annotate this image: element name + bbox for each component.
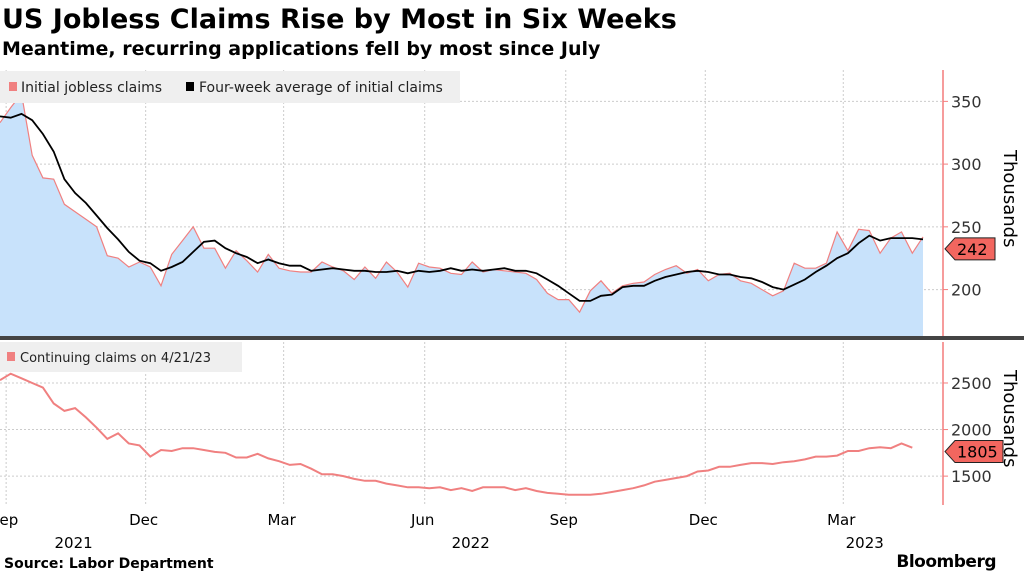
legend-swatch-continuing: [7, 352, 15, 361]
panel-divider: [0, 336, 1024, 340]
y-tick-label: 300: [951, 155, 982, 174]
last-value-continuing-bg: [944, 440, 1004, 464]
four-week-average-line: [0, 112, 924, 302]
x-year-label: 2023: [846, 534, 884, 552]
chart-title: US Jobless Claims Rise by Most in Six We…: [2, 4, 677, 35]
y-axis-label-bottom: Thousands: [999, 369, 1020, 467]
y-tick-label: 350: [951, 92, 982, 111]
legend-swatch-average: [186, 82, 194, 91]
bloomberg-logo: Bloomberg: [896, 552, 996, 572]
legend-label-average: Four-week average of initial claims: [199, 80, 443, 96]
initial-claims-line: [0, 92, 924, 314]
legend-swatch-initial: [9, 82, 17, 91]
y-tick-label: 250: [951, 218, 982, 237]
y-tick-label: 200: [951, 281, 982, 300]
x-tick-label: Sep: [0, 511, 18, 529]
chart-subtitle: Meantime, recurring applications fell by…: [2, 38, 601, 60]
y-tick-label: 2000: [951, 421, 992, 440]
x-year-label: 2021: [55, 534, 93, 552]
x-tick-label: Dec: [129, 511, 158, 529]
legend-bottom-bg: [0, 342, 242, 372]
last-value-initial: 242: [957, 240, 988, 259]
legend-label-continuing: Continuing claims on 4/21/23: [20, 351, 211, 366]
x-tick-label: Sep: [550, 511, 578, 529]
legend-top-bg: [0, 71, 460, 103]
source-note: Source: Labor Department: [4, 556, 214, 572]
last-value-continuing: 1805: [957, 443, 998, 462]
y-tick-label: 2500: [951, 374, 992, 393]
x-year-label: 2022: [452, 534, 490, 552]
continuing-claims-line: [0, 372, 913, 496]
last-value-initial-bg: [944, 237, 996, 261]
y-axis-label-top: Thousands: [999, 149, 1020, 247]
x-tick-label: Mar: [827, 511, 856, 529]
x-tick-label: Dec: [689, 511, 718, 529]
x-tick-label: Jun: [410, 511, 434, 529]
initial-claims-area: [0, 93, 923, 336]
y-tick-label: 1500: [951, 467, 992, 486]
x-tick-label: Mar: [267, 511, 296, 529]
legend-label-initial: Initial jobless claims: [21, 80, 162, 96]
